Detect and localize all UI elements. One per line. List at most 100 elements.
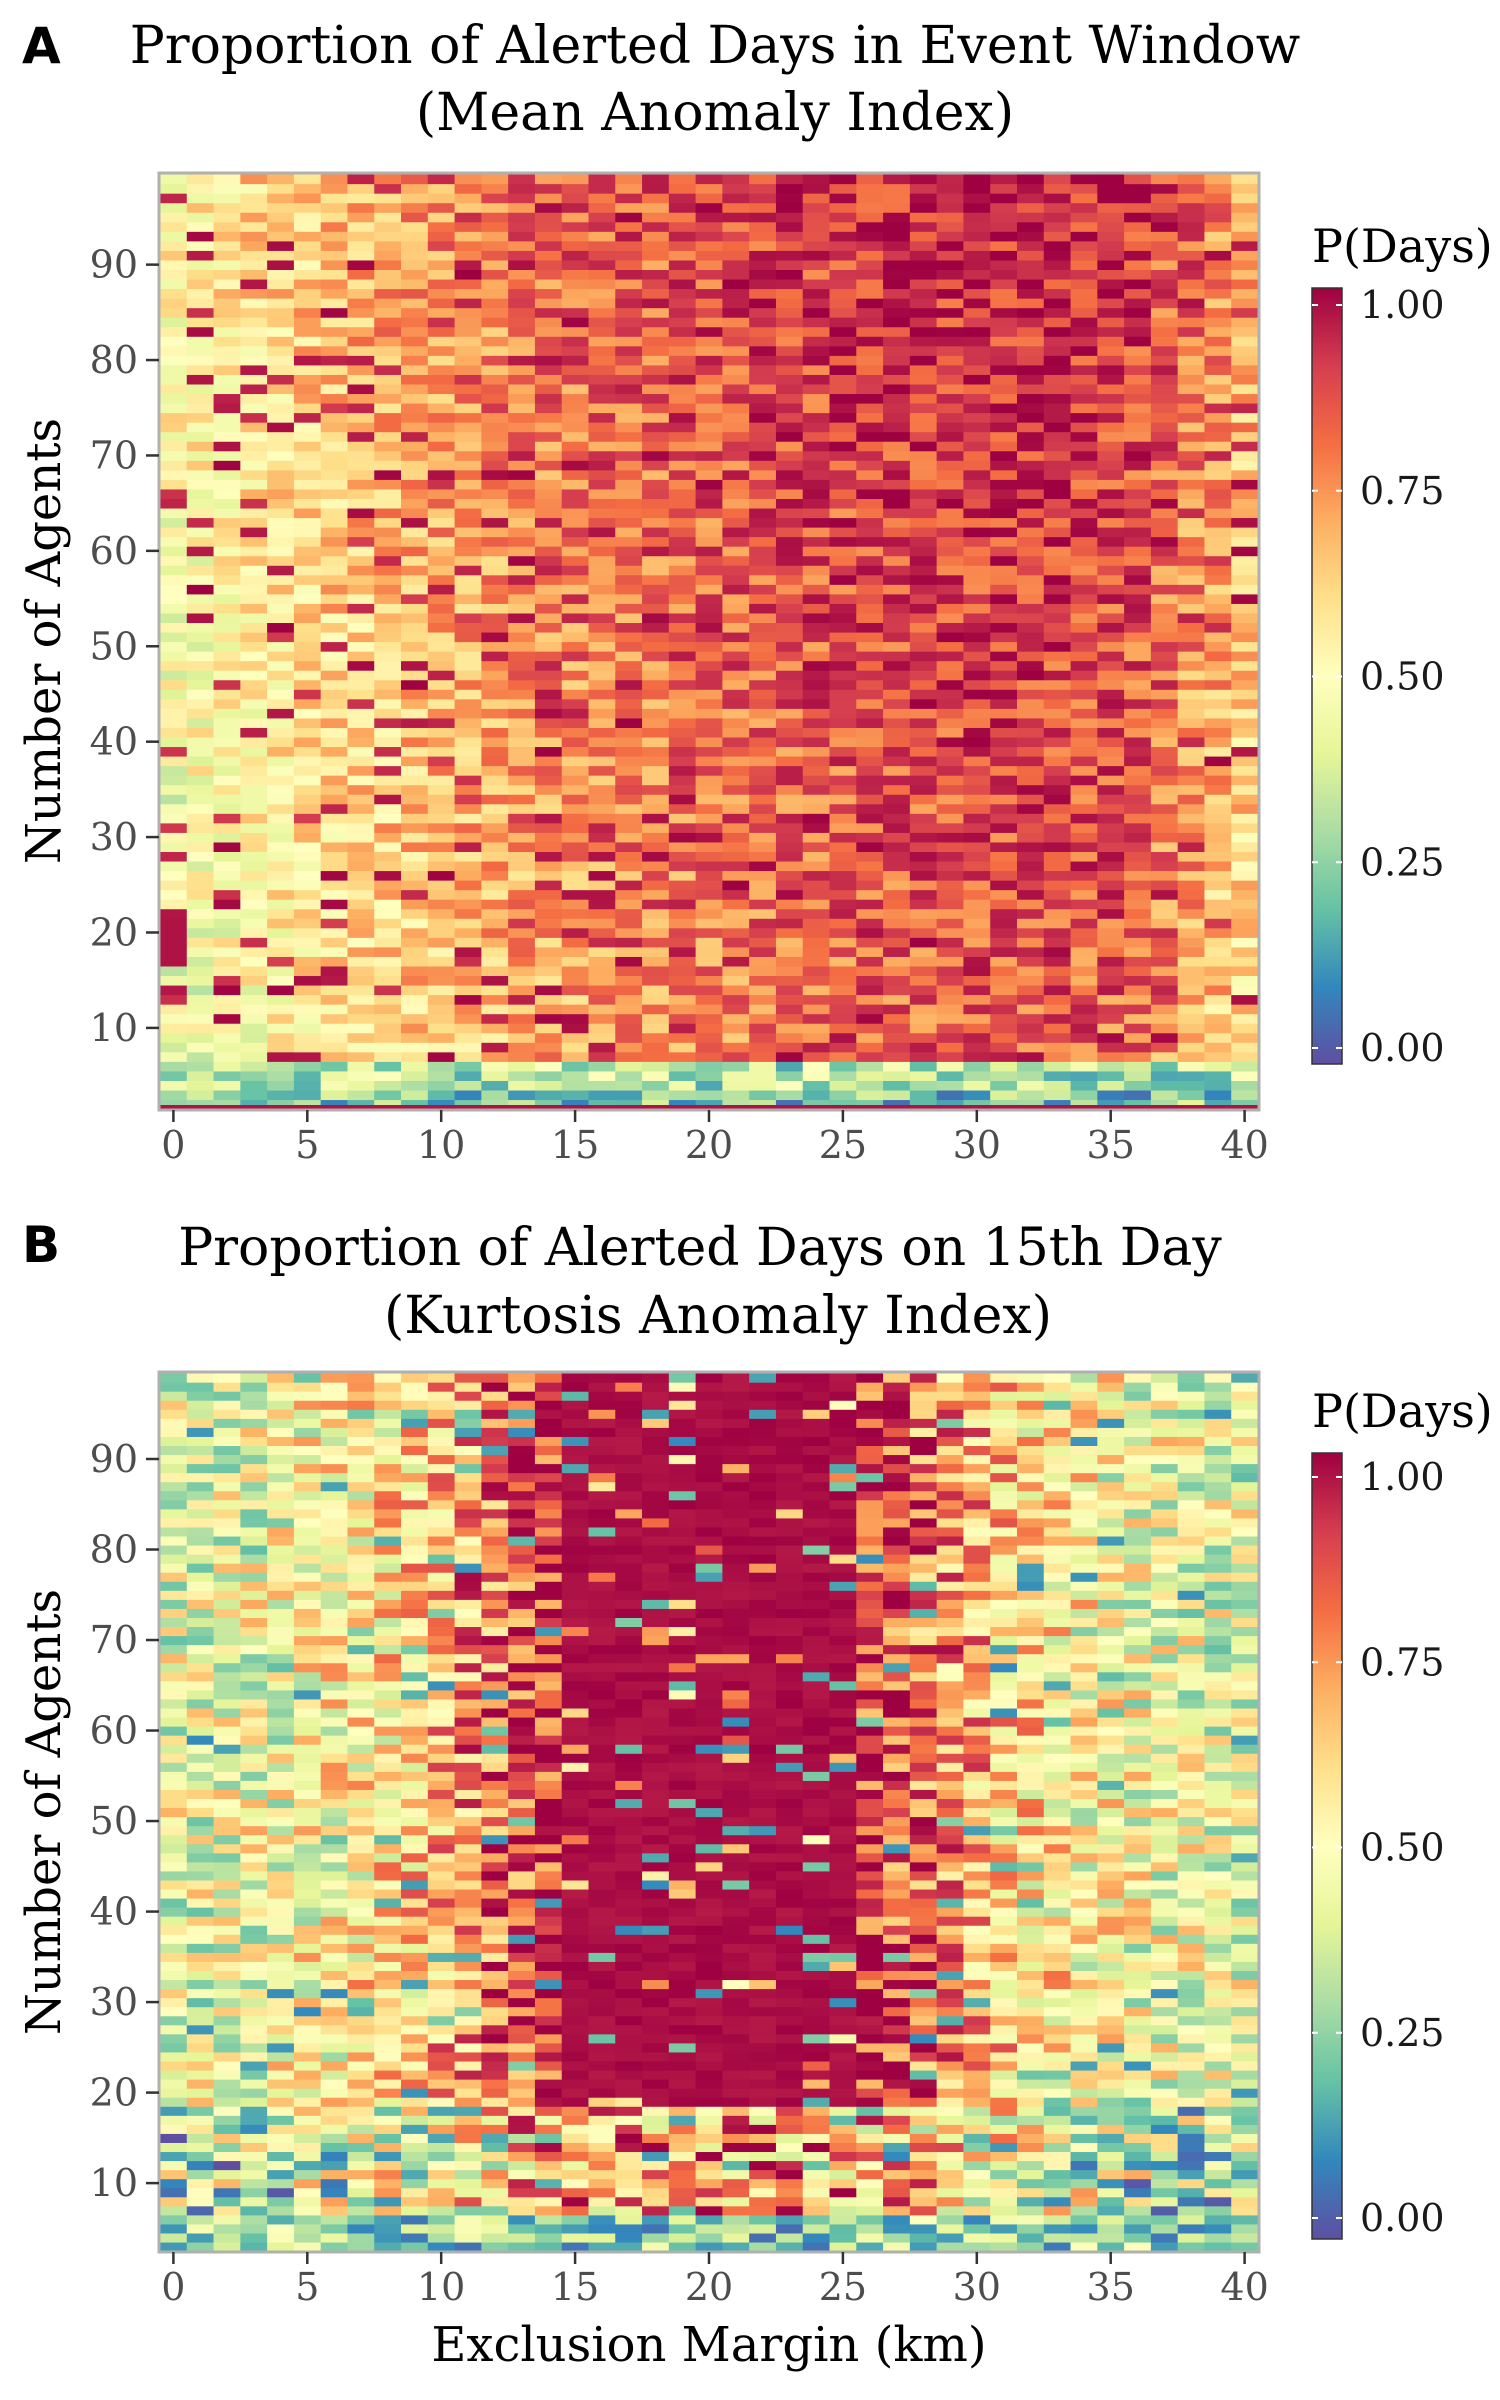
heatmap-cell: [1124, 555, 1152, 566]
heatmap-cell: [427, 956, 456, 967]
heatmap-cell: [775, 593, 804, 604]
heatmap-cell: [374, 880, 402, 891]
heatmap-cell: [267, 584, 295, 595]
x-tick-label: 5: [295, 1123, 319, 1167]
heatmap-cell: [186, 717, 215, 728]
heatmap-cell: [401, 736, 429, 748]
heatmap-cell: [668, 393, 697, 404]
heatmap-cell: [722, 631, 750, 643]
heatmap-cell: [213, 2042, 241, 2053]
heatmap-cell: [160, 708, 188, 719]
heatmap-cell: [588, 174, 616, 185]
heatmap-cell: [749, 240, 777, 251]
heatmap-cell: [1177, 2151, 1206, 2162]
heatmap-cell: [1097, 507, 1125, 519]
heatmap-cell: [909, 965, 938, 977]
heatmap-cell: [374, 2241, 402, 2252]
heatmap-cell: [240, 479, 268, 490]
heatmap-cell: [1231, 908, 1259, 919]
heatmap-cell: [695, 402, 723, 414]
heatmap-cell: [160, 269, 188, 280]
heatmap-cell: [749, 2115, 777, 2125]
heatmap-cell: [454, 965, 482, 977]
heatmap-cell: [454, 383, 482, 395]
heatmap-cell: [1097, 1061, 1125, 1072]
heatmap-cell: [1204, 2205, 1232, 2216]
heatmap-cell: [963, 1032, 991, 1043]
heatmap-cell: [427, 422, 456, 433]
heatmap-cell: [856, 975, 884, 986]
heatmap-cell: [668, 527, 697, 538]
heatmap-cell: [1097, 956, 1125, 967]
heatmap-cell: [990, 927, 1018, 938]
heatmap-cell: [695, 431, 723, 442]
heatmap-cell: [160, 565, 188, 576]
heatmap-cell: [775, 393, 804, 404]
heatmap-cell: [213, 2142, 241, 2153]
heatmap-cell: [856, 698, 884, 709]
heatmap-cell: [909, 450, 938, 461]
heatmap-cell: [508, 402, 536, 414]
heatmap-cell: [186, 736, 215, 748]
heatmap-cell: [749, 2160, 777, 2171]
heatmap-cell: [401, 841, 429, 852]
heatmap-cell: [722, 565, 750, 576]
heatmap-cell: [1124, 231, 1152, 242]
heatmap-cell: [267, 488, 295, 499]
heatmap-cell: [1097, 736, 1125, 748]
heatmap-cell: [1204, 2069, 1232, 2080]
heatmap-cell: [749, 183, 777, 194]
heatmap-cell: [909, 250, 938, 261]
heatmap-cell: [1043, 2232, 1072, 2243]
heatmap-cell: [722, 498, 750, 509]
heatmap-cell: [802, 2187, 831, 2198]
heatmap-cell: [1150, 231, 1179, 242]
heatmap-cell: [427, 393, 456, 404]
heatmap-cell: [963, 2205, 991, 2216]
heatmap-cell: [722, 231, 750, 242]
heatmap-cell: [213, 1023, 241, 1034]
heatmap-cell: [213, 1099, 241, 1110]
heatmap-cell: [267, 2142, 295, 2153]
heatmap-cell: [1124, 460, 1152, 471]
heatmap-cell: [1043, 450, 1072, 461]
heatmap-cell: [213, 355, 241, 366]
heatmap-cell: [936, 670, 965, 681]
heatmap-cell: [1124, 1032, 1152, 1043]
heatmap-cell: [990, 832, 1018, 843]
heatmap-cell: [1231, 441, 1259, 452]
heatmap-cell: [802, 1080, 831, 1091]
heatmap-cell: [856, 527, 884, 538]
heatmap-cell: [347, 2106, 375, 2116]
heatmap-cell: [267, 298, 295, 309]
heatmap-cell: [293, 2169, 322, 2180]
heatmap-cell: [775, 2060, 804, 2071]
x-tick-label: 25: [819, 1123, 867, 1167]
heatmap-cell: [160, 880, 188, 891]
heatmap-cell: [534, 422, 563, 433]
heatmap-cell: [374, 1013, 402, 1024]
heatmap-cell: [722, 250, 750, 261]
heatmap-cell: [1150, 822, 1179, 833]
heatmap-cell: [534, 670, 563, 681]
heatmap-cell: [186, 460, 215, 471]
heatmap-cell: [1177, 393, 1206, 404]
heatmap-cell: [1016, 1070, 1045, 1081]
heatmap-cell: [186, 803, 215, 814]
heatmap-cell: [347, 488, 375, 499]
heatmap-cell: [588, 593, 616, 604]
heatmap-cell: [936, 1089, 965, 1101]
heatmap-cell: [615, 689, 643, 700]
heatmap-cell: [1097, 2142, 1125, 2153]
heatmap-cell: [883, 555, 911, 566]
heatmap-cell: [374, 937, 402, 948]
heatmap-cell: [267, 803, 295, 814]
heatmap-cell: [534, 546, 563, 557]
heatmap-cell: [749, 2232, 777, 2243]
heatmap-cell: [1070, 784, 1098, 795]
heatmap-cell: [454, 2088, 482, 2098]
heatmap-cell: [829, 679, 857, 690]
heatmap-cell: [1097, 536, 1125, 547]
heatmap-cell: [1043, 374, 1072, 385]
